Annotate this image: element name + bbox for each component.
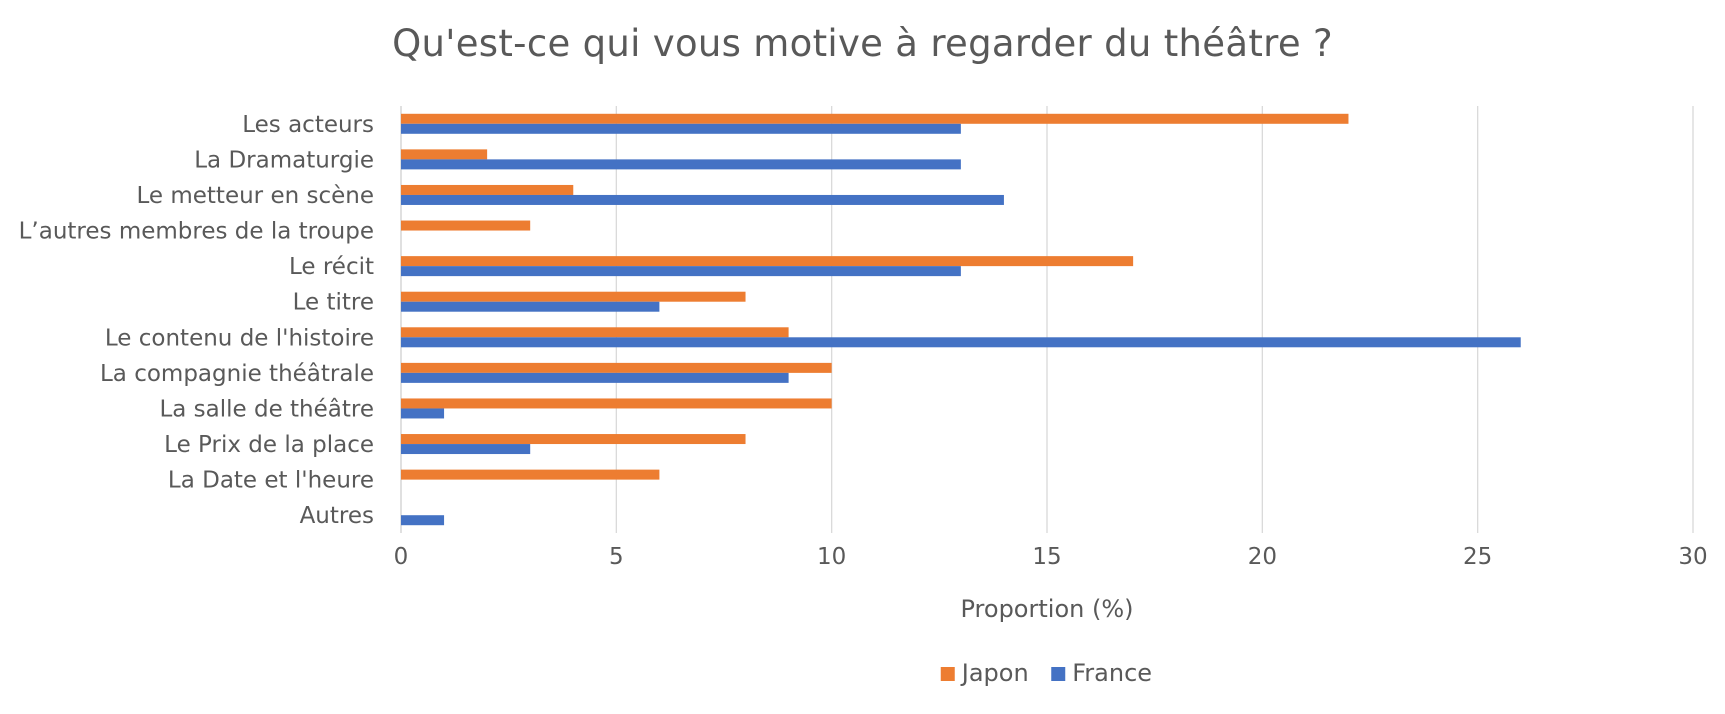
- bar-japon: [401, 184, 574, 195]
- bar-france: [401, 515, 445, 526]
- category-label: L’autres membres de la troupe: [19, 219, 374, 245]
- x-tick-label: 5: [609, 544, 624, 570]
- gridlines: [400, 106, 1694, 533]
- x-tick-label: 25: [1463, 544, 1492, 570]
- bar-japon: [401, 398, 832, 409]
- category-label: Le metteur en scène: [136, 183, 374, 209]
- chart-title: Qu'est-ce qui vous motive à regarder du …: [392, 22, 1333, 65]
- x-tick-label: 15: [1032, 544, 1061, 570]
- x-tick-label: 0: [394, 544, 409, 570]
- legend-label-japon: Japon: [960, 659, 1029, 687]
- category-label: La Date et l'heure: [168, 468, 374, 494]
- bar-japon: [401, 291, 746, 302]
- category-label: La Dramaturgie: [194, 147, 374, 173]
- bar-france: [401, 301, 660, 312]
- legend-label-france: France: [1072, 659, 1152, 687]
- x-tick-label: 30: [1678, 544, 1707, 570]
- bar-japon: [401, 113, 1349, 124]
- category-label: Autres: [300, 503, 374, 529]
- bar-france: [401, 194, 1004, 205]
- bar-japon: [401, 256, 1134, 267]
- category-label: Le récit: [289, 254, 374, 280]
- bar-france: [401, 159, 961, 170]
- x-tick-label: 10: [817, 544, 846, 570]
- bar-france: [401, 266, 961, 277]
- bar-japon: [401, 220, 531, 231]
- legend-swatch-france: [1051, 667, 1066, 681]
- bar-japon: [401, 149, 488, 160]
- bar-france: [401, 444, 531, 455]
- category-label: La salle de théâtre: [159, 396, 374, 422]
- category-label: La compagnie théâtrale: [100, 361, 374, 387]
- bar-france: [401, 337, 1521, 348]
- x-axis-title: Proportion (%): [961, 595, 1134, 623]
- x-tick-labels: 0 5 10 15 20 25 30: [394, 544, 1708, 570]
- bar-france: [401, 123, 961, 134]
- bar-france: [401, 408, 445, 419]
- bar-japon: [401, 434, 746, 445]
- category-labels: Les acteurs La Dramaturgie Le metteur en s…: [19, 112, 374, 529]
- category-label: Le titre: [293, 290, 374, 316]
- bar-france: [401, 372, 789, 383]
- bar-japon: [401, 327, 789, 338]
- category-label: Le contenu de l'histoire: [105, 325, 374, 351]
- bar-japon: [401, 362, 832, 373]
- category-label: Les acteurs: [242, 112, 374, 138]
- bars: [401, 113, 1521, 526]
- bar-japon: [401, 469, 660, 480]
- legend-swatch-japon: [940, 667, 955, 681]
- legend: Japon France: [940, 659, 1152, 687]
- category-label: Le Prix de la place: [164, 432, 374, 458]
- x-tick-label: 20: [1248, 544, 1277, 570]
